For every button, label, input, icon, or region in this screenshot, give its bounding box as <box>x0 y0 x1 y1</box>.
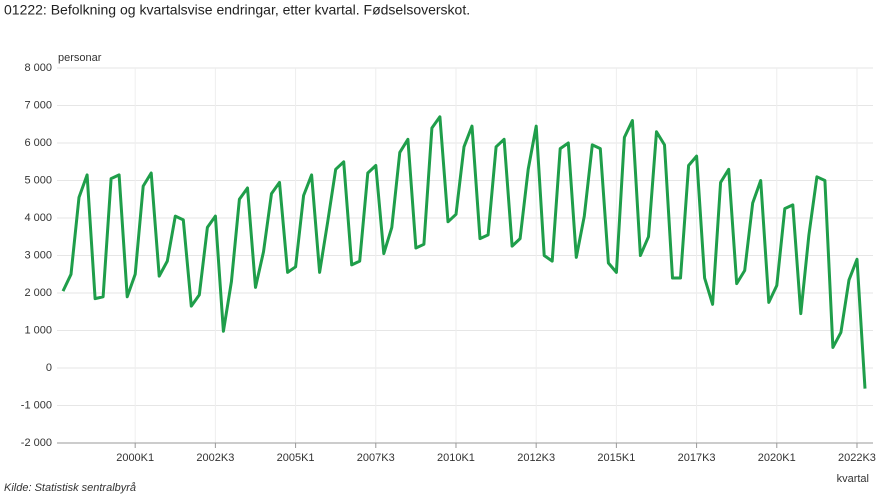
x-tick-label: 2002K3 <box>196 452 234 464</box>
x-tick-label: 2007K3 <box>357 452 395 464</box>
y-tick-label: 7 000 <box>24 99 52 111</box>
x-tick-label: 2017K3 <box>678 452 716 464</box>
y-tick-label: 4 000 <box>24 212 52 224</box>
x-tick-label: 2015K1 <box>597 452 635 464</box>
y-tick-label: -2 000 <box>21 437 52 449</box>
y-tick-label: 0 <box>46 362 52 374</box>
y-tick-label: -1 000 <box>21 399 52 411</box>
x-tick-label: 2020K1 <box>758 452 796 464</box>
y-tick-label: 3 000 <box>24 249 52 261</box>
x-tick-label: 2012K3 <box>517 452 555 464</box>
x-axis-label: kvartal <box>837 473 869 485</box>
source: Kilde: Statistisk sentralbyrå <box>4 482 136 494</box>
data-line <box>61 115 867 389</box>
x-tick-label: 2000K1 <box>116 452 154 464</box>
y-tick-label: 1 000 <box>24 324 52 336</box>
y-tick-label: 5 000 <box>24 174 52 186</box>
y-tick-label: 8 000 <box>24 62 52 74</box>
x-tick-label: 2022K3 <box>838 452 876 464</box>
chart-title: 01222: Befolkning og kvartalsvise endrin… <box>4 2 470 18</box>
y-tick-label: 2 000 <box>24 287 52 299</box>
x-tick-label: 2010K1 <box>437 452 475 464</box>
x-tick-label: 2005K1 <box>277 452 315 464</box>
y-axis-label: personar <box>58 52 102 64</box>
y-tick-label: 6 000 <box>24 137 52 149</box>
